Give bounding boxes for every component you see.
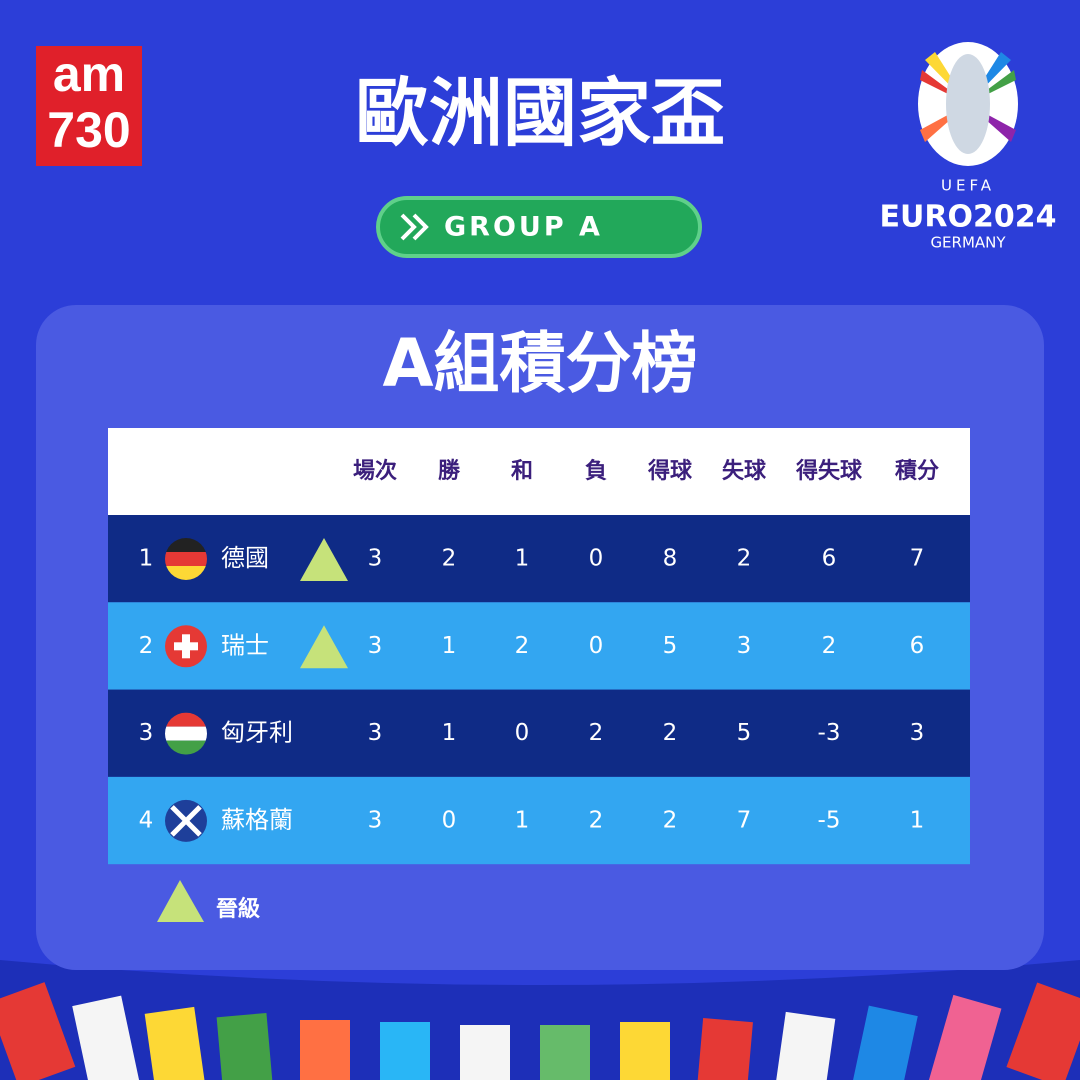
team-name: 匈牙利: [221, 719, 293, 747]
rank: 2: [139, 633, 154, 659]
rank: 4: [139, 807, 154, 833]
team-name: 瑞士: [221, 631, 269, 659]
decor-stripes: [0, 960, 1080, 1080]
flag-cross: [174, 642, 198, 651]
stat: 7: [910, 546, 925, 572]
column-header: 負: [585, 458, 607, 484]
column-header: 得球: [647, 458, 693, 484]
stat: 3: [737, 633, 752, 659]
stat: 2: [663, 720, 678, 746]
stat: 8: [663, 546, 678, 572]
group-badge: [376, 196, 702, 258]
stat: 0: [589, 633, 604, 659]
stat: 1: [910, 807, 925, 833]
logo-org: UEFA: [941, 177, 995, 195]
row-background: [108, 602, 970, 690]
stat: -5: [818, 807, 841, 833]
stat: 2: [442, 546, 457, 572]
brand-bottom: 730: [47, 102, 130, 158]
badge-icon: [400, 213, 429, 241]
table-row: 3 匈牙利 3 1 0 2 2 5 -3 3: [108, 689, 970, 777]
brand-top: am: [53, 46, 125, 102]
stat: 2: [737, 546, 752, 572]
flag-saltire: [170, 805, 202, 837]
column-header: 得失球: [795, 458, 863, 484]
rank: 3: [139, 720, 154, 746]
stat: 7: [737, 807, 752, 833]
stat: 2: [515, 633, 530, 659]
column-header: 和: [511, 459, 533, 484]
stat: 1: [515, 807, 530, 833]
euro-logo: [918, 42, 1018, 166]
table-title: A組積分榜: [382, 325, 697, 402]
row-background: [108, 776, 970, 865]
flag-band: [165, 552, 207, 566]
logo-host: GERMANY: [930, 234, 1006, 252]
page-title: 歐洲國家盃: [355, 71, 725, 157]
stat: 2: [663, 807, 678, 833]
team-name: 蘇格蘭: [221, 806, 293, 834]
stat: 1: [442, 633, 457, 659]
table-header: [108, 428, 970, 515]
qualified-icon: [300, 625, 348, 669]
badge-text: GROUP A: [444, 212, 603, 243]
flag-band: [165, 566, 207, 580]
row-background: [108, 515, 970, 603]
table-row: 1 德國 3 2 1 0 8 2 6 7: [108, 515, 970, 603]
stat: 2: [822, 633, 837, 659]
stat: 0: [442, 807, 457, 833]
stat: 1: [442, 720, 457, 746]
stat: 3: [368, 720, 383, 746]
column-header: 失球: [722, 459, 767, 484]
stat: 0: [515, 720, 530, 746]
column-header: 勝: [438, 459, 461, 484]
stat: 3: [368, 633, 383, 659]
rank: 1: [139, 546, 154, 572]
flag-band: [165, 726, 207, 741]
stat: 5: [663, 633, 678, 659]
stat: 2: [589, 720, 604, 746]
table-row: 2 瑞士 3 1 2 0 5 3 2 6: [108, 602, 970, 690]
flag-band: [165, 712, 207, 727]
brand-logo: [36, 46, 142, 166]
stat: 2: [589, 807, 604, 833]
logo-name: EURO2024: [880, 200, 1057, 235]
stat: 1: [515, 546, 530, 572]
stat: 5: [737, 720, 752, 746]
column-header: 積分: [895, 459, 939, 484]
stat: 6: [910, 633, 925, 659]
legend-icon: [157, 880, 204, 922]
row-background: [108, 689, 970, 777]
stat: 3: [368, 807, 383, 833]
table-body: 場次 勝 和 負 得球 失球 得失球 積分 1 德國 3 2 1 0 8 2 6 7 2 瑞士 3 1 2 0 5 3 2 6 3 匈牙利…: [108, 458, 970, 865]
column-header: 場次: [353, 458, 397, 484]
flag-band: [165, 740, 207, 755]
flag-band: [165, 538, 207, 552]
stat: 3: [910, 720, 925, 746]
stat: -3: [818, 720, 841, 746]
legend-text: 晉級: [216, 896, 260, 922]
stat: 3: [368, 546, 383, 572]
stat: 0: [589, 546, 604, 572]
qualified-icon: [300, 538, 348, 581]
table-row: 4 蘇格蘭 3 0 1 2 2 7 -5 1: [108, 776, 970, 865]
team-name: 德國: [221, 544, 269, 572]
stat: 6: [822, 546, 837, 572]
